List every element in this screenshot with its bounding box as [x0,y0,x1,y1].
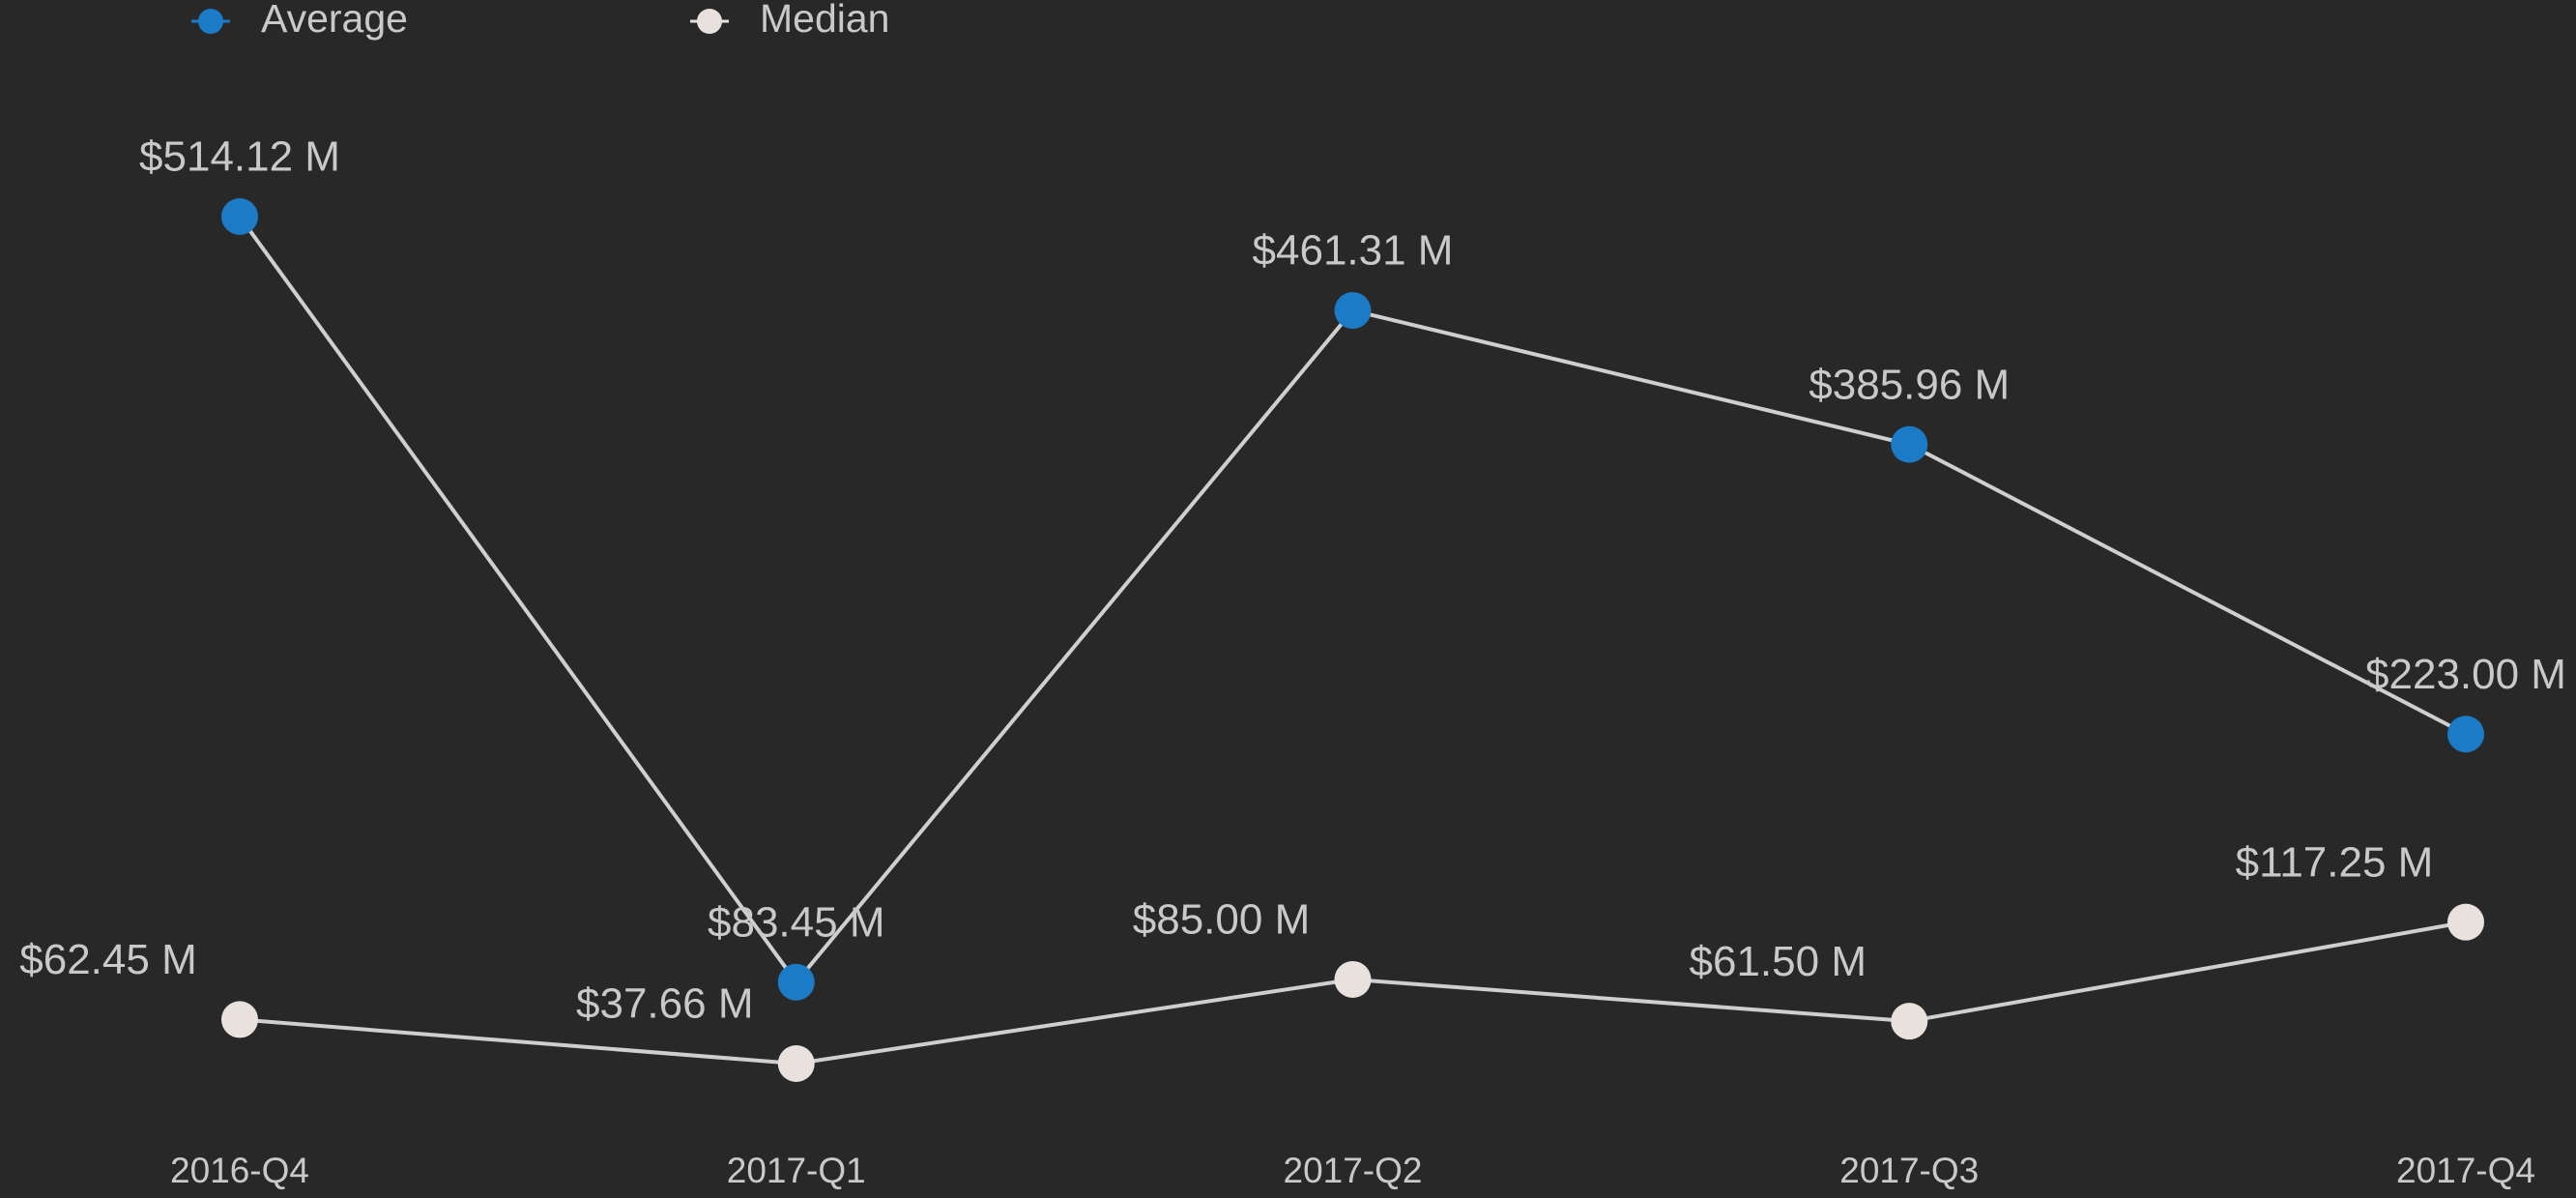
legend-marker [198,9,223,34]
data-label: $61.50 M [1690,938,1867,985]
data-label: $62.45 M [19,936,196,983]
x-tick-label: 2017-Q2 [1284,1151,1423,1190]
data-point [1334,960,1372,998]
x-tick-label: 2017-Q4 [2396,1151,2535,1190]
legend-label: Average [261,0,408,41]
legend-label: Median [760,0,889,41]
x-tick-label: 2016-Q4 [170,1151,309,1190]
data-label: $461.31 M [1253,227,1454,275]
data-label: $117.25 M [2236,838,2434,886]
data-point [777,1045,815,1082]
data-point [221,198,258,235]
x-tick-label: 2017-Q1 [727,1151,866,1190]
data-point [221,1001,258,1038]
data-label: $514.12 M [139,133,340,181]
data-point [2447,716,2484,753]
data-point [2447,903,2484,941]
data-point [777,963,815,1001]
data-point [1334,292,1372,330]
data-point [1891,1003,1928,1040]
data-point [1891,425,1928,463]
data-label: $85.00 M [1133,896,1310,944]
data-label: $37.66 M [576,980,753,1028]
data-label: $385.96 M [1809,361,2010,408]
data-label: $83.45 M [708,898,884,946]
data-label: $223.00 M [2365,651,2566,698]
x-tick-label: 2017-Q3 [1839,1151,1979,1190]
legend-marker [697,9,722,34]
